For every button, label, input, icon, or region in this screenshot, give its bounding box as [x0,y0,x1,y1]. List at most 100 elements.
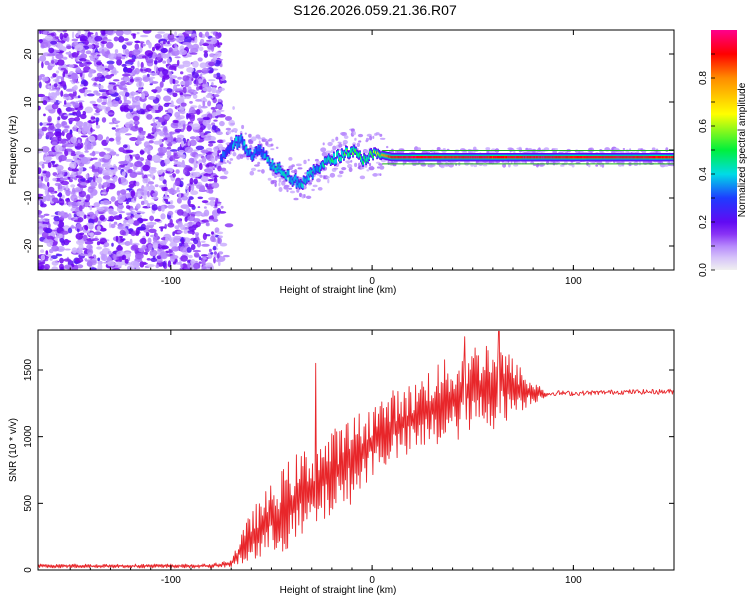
noise-speckle [133,76,143,83]
noise-speckle [40,254,46,261]
noise-speckle [97,220,101,226]
noise-speckle [86,194,91,202]
noise-speckle [62,71,66,78]
noise-speckle [58,100,62,104]
noise-speckle [57,189,63,192]
track-halo [230,122,235,126]
noise-speckle [71,38,79,42]
noise-speckle [84,240,94,245]
noise-speckle [163,42,172,47]
noise-speckle [121,171,126,177]
noise-speckle [110,223,116,229]
noise-speckle [190,259,196,265]
noise-speckle [130,190,136,198]
snr-x-tick-label: -100 [161,575,181,586]
noise-speckle [95,124,101,129]
noise-speckle [111,242,114,247]
noise-speckle [175,169,180,174]
noise-speckle [159,131,164,137]
noise-speckle [117,194,126,202]
noise-speckle [127,218,135,225]
noise-speckle [213,119,218,122]
noise-speckle [158,138,163,145]
noise-speckle [188,157,195,164]
noise-speckle [119,227,127,230]
noise-speckle [115,124,119,128]
track-halo [222,139,226,143]
noise-speckle [89,256,95,259]
noise-speckle [201,243,210,247]
noise-speckle [148,140,154,144]
noise-speckle [211,82,214,86]
noise-speckle [217,237,222,244]
noise-speckle [41,76,49,82]
noise-speckle [127,162,131,170]
noise-speckle [86,143,92,150]
track-halo [303,159,307,165]
noise-speckle [99,85,104,90]
noise-speckle [51,141,58,146]
noise-speckle [193,171,201,178]
noise-speckle [217,42,223,46]
track-halo [379,133,383,137]
noise-speckle [79,84,84,87]
noise-speckle [64,240,71,243]
noise-speckle [195,99,202,102]
signal-track-segment [294,176,297,179]
noise-speckle [182,60,191,65]
noise-speckle [201,240,206,243]
noise-speckle [149,172,154,179]
snr-x-tick-label: 100 [565,575,582,586]
noise-speckle [51,103,59,110]
noise-speckle [167,204,176,209]
noise-speckle [163,137,168,141]
track-halo [348,167,353,173]
noise-speckle [169,175,174,178]
noise-speckle [232,106,235,110]
noise-speckle [80,135,88,138]
noise-speckle [102,200,111,206]
track-halo [622,148,626,150]
noise-speckle [147,222,157,226]
noise-speckle [66,148,73,152]
noise-speckle [117,223,124,227]
noise-speckle [107,97,112,104]
noise-speckle [66,45,72,50]
noise-speckle [212,218,219,222]
noise-speckle [90,116,96,120]
colorbar-tick-label: 0.8 [698,71,709,85]
noise-speckle [44,35,53,41]
noise-speckle [163,186,168,191]
noise-speckle [162,60,167,64]
track-halo [314,158,319,162]
noise-speckle [204,168,213,173]
noise-speckle [56,253,63,257]
track-halo [320,147,327,153]
noise-speckle [70,153,77,157]
noise-speckle [189,101,193,104]
track-halo [335,136,339,141]
noise-speckle [107,250,112,256]
noise-speckle [208,70,214,73]
noise-speckle [92,157,98,160]
noise-speckle [211,182,220,189]
noise-speckle [96,65,106,72]
noise-speckle [118,147,125,153]
noise-speckle [136,31,140,35]
noise-speckle [124,92,130,97]
noise-speckle [89,152,96,156]
noise-speckle [130,231,136,237]
track-halo [371,165,374,169]
noise-speckle [53,215,60,222]
track-halo [513,164,519,167]
noise-speckle [80,113,87,120]
noise-speckle [182,75,190,82]
noise-speckle [99,214,105,221]
noise-speckle [70,72,78,80]
noise-speckle [211,87,217,94]
noise-speckle [76,239,85,245]
noise-speckle [96,72,103,78]
noise-speckle [76,211,85,217]
track-halo [291,164,295,168]
noise-speckle [216,72,221,78]
